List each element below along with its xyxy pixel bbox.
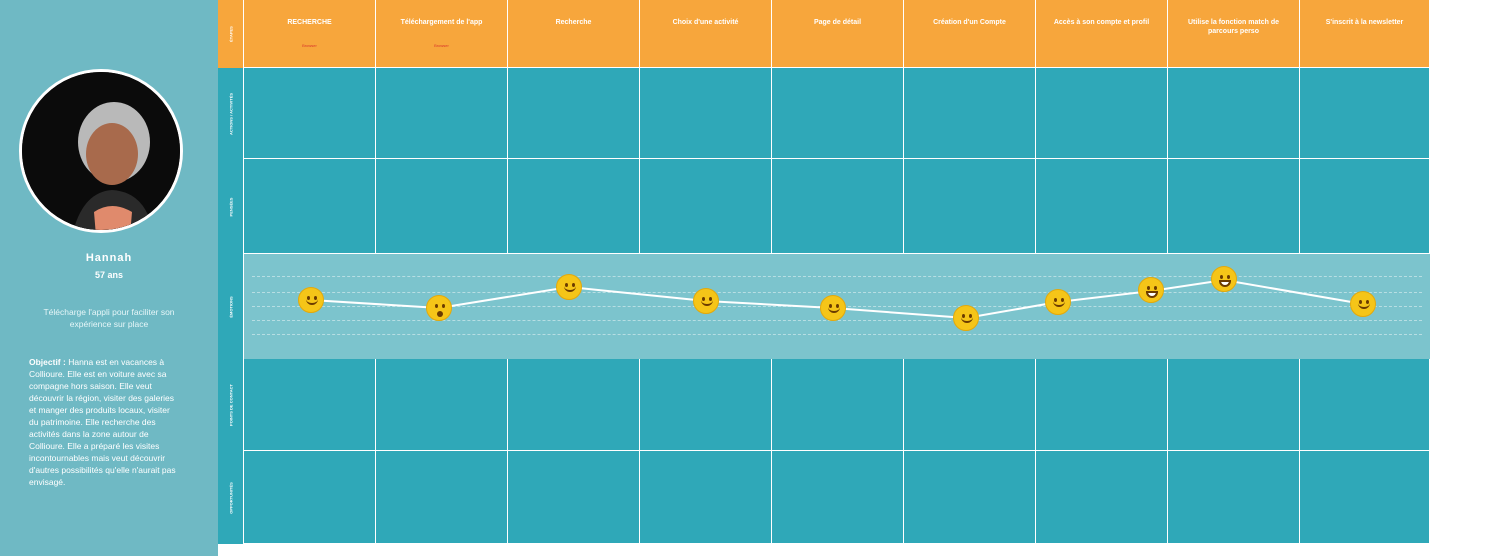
row-label-touchpoints: POINTS DE CONTACT <box>218 359 244 451</box>
thought-cell <box>1168 159 1300 254</box>
stage-cell: RECHERCHE Browser <box>244 0 376 68</box>
opportunity-cell <box>1036 451 1168 544</box>
touchpoints-row: POINTS DE CONTACT <box>218 359 1430 451</box>
actions-row: ACTIONS / ACTIVITÉS <box>218 68 1430 159</box>
opportunity-cell <box>244 451 376 544</box>
journey-map-grid: ÉTAPES RECHERCHE Browser Téléchargement d… <box>218 0 1430 544</box>
touchpoint-cell <box>376 359 508 451</box>
thought-cell <box>772 159 904 254</box>
action-cell <box>640 68 772 159</box>
persona-tagline: Télécharge l'appli pour faciliter son ex… <box>43 307 175 329</box>
row-label-emotions: ÉMOTIONS <box>218 254 244 359</box>
opportunity-cell <box>640 451 772 544</box>
stage-cell: Page de détail <box>772 0 904 68</box>
surprised-emoji-icon <box>426 295 452 321</box>
stage-cell: Recherche <box>508 0 640 68</box>
thought-cell <box>376 159 508 254</box>
touchpoint-cell <box>640 359 772 451</box>
happy-emoji-icon <box>953 305 979 331</box>
touchpoint-cell <box>904 359 1036 451</box>
action-cell <box>904 68 1036 159</box>
emotion-line <box>310 278 1364 320</box>
action-cell <box>1036 68 1168 159</box>
action-cell <box>1300 68 1430 159</box>
opportunity-cell <box>1300 451 1430 544</box>
action-cell <box>508 68 640 159</box>
happy-emoji-icon <box>298 287 324 313</box>
emotion-curve-area <box>244 254 1430 359</box>
laugh-emoji-icon <box>1138 277 1164 303</box>
stage-cell: Utilise la fonction match de parcours pe… <box>1168 0 1300 68</box>
thought-cell <box>1036 159 1168 254</box>
persona-goal: Objectif : Hanna est en vacances à Colli… <box>29 356 181 488</box>
opportunity-cell <box>904 451 1036 544</box>
row-label-thoughts: PENSÉES <box>218 159 244 254</box>
goal-label: Objectif : <box>29 357 66 367</box>
grin-emoji-icon <box>556 274 582 300</box>
action-cell <box>244 68 376 159</box>
touchpoint-cell <box>1168 359 1300 451</box>
stages-row: ÉTAPES RECHERCHE Browser Téléchargement d… <box>218 0 1430 68</box>
touchpoint-cell <box>1036 359 1168 451</box>
stage-cell: Téléchargement de l'app Browser <box>376 0 508 68</box>
thoughts-row: PENSÉES <box>218 159 1430 254</box>
persona-avatar <box>19 69 183 233</box>
laugh-emoji-icon <box>1211 266 1237 292</box>
row-label-actions: ACTIONS / ACTIVITÉS <box>218 68 244 159</box>
opportunity-cell <box>376 451 508 544</box>
stage-cell: S'inscrit à la newsletter <box>1300 0 1430 68</box>
action-cell <box>772 68 904 159</box>
touchpoint-cell <box>508 359 640 451</box>
action-cell <box>1168 68 1300 159</box>
stage-cell: Création d'un Compte <box>904 0 1036 68</box>
thought-cell <box>508 159 640 254</box>
row-label-stages: ÉTAPES <box>218 0 244 68</box>
happy-emoji-icon <box>820 295 846 321</box>
row-label-opportunities: OPPORTUNITÉS <box>218 451 244 544</box>
thought-cell <box>244 159 376 254</box>
opportunities-row: OPPORTUNITÉS <box>218 451 1430 544</box>
action-cell <box>376 68 508 159</box>
opportunity-cell <box>772 451 904 544</box>
emotions-row: ÉMOTIONS <box>218 254 1430 359</box>
persona-panel: Hannah 57 ans Télécharge l'appli pour fa… <box>0 0 218 556</box>
persona-name: Hannah <box>85 252 133 264</box>
thought-cell <box>1300 159 1430 254</box>
happy-emoji-icon <box>693 288 719 314</box>
opportunity-cell <box>508 451 640 544</box>
thought-cell <box>904 159 1036 254</box>
touchpoint-cell <box>244 359 376 451</box>
opportunity-cell <box>1168 451 1300 544</box>
thought-cell <box>640 159 772 254</box>
touchpoint-cell <box>1300 359 1430 451</box>
persona-age: 57 ans <box>94 270 124 280</box>
stage-cell: Choix d'une activité <box>640 0 772 68</box>
stage-cell: Accès à son compte et profil <box>1036 0 1168 68</box>
happy-emoji-icon <box>1350 291 1376 317</box>
happy-emoji-icon <box>1045 289 1071 315</box>
goal-text: Hanna est en vacances à Collioure. Elle … <box>29 357 176 487</box>
touchpoint-cell <box>772 359 904 451</box>
